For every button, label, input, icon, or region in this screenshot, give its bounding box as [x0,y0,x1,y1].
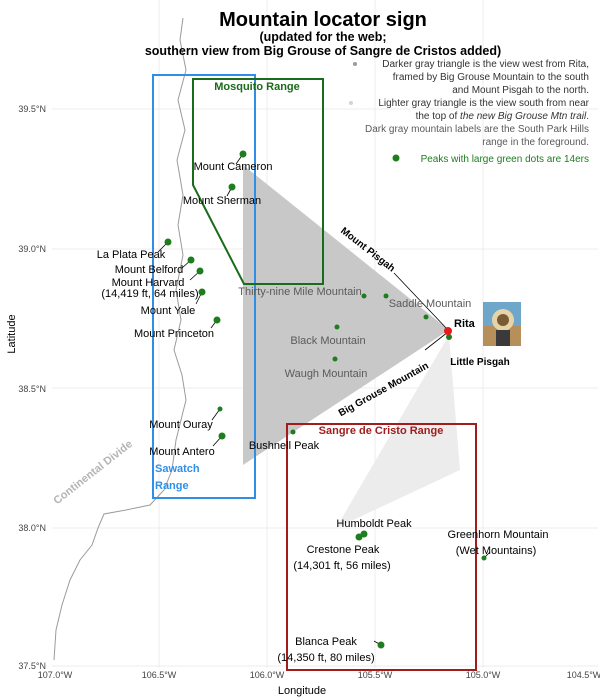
sawatch-range-label-2: Range [155,480,189,492]
blanca-peak-dot [377,641,385,649]
crestone-sub-label: (14,301 ft, 56 miles) [293,560,390,572]
harvard-sub-label: (14,419 ft, 64 miles) [101,288,198,300]
thirtynine-label: Thirty-nine Mile Mountain [238,286,362,298]
greenhorn-peak-dot [481,555,487,561]
saddle-peak-dot [383,293,389,299]
sawatch-range-label: Sawatch [155,463,200,475]
mosquito-range-label: Mosquito Range [214,81,300,93]
subtitle-line2: southern view from Big Grouse of Sangre … [145,44,501,58]
legend-light-bullet [349,101,353,105]
harvard-peak-dot [196,267,204,275]
blanca-label: Blanca Peak [295,636,357,648]
sherman-peak-dot [228,183,236,191]
sawatch-range-box [152,74,256,499]
antero-label: Mount Antero [149,446,214,458]
legend-light-end: . [586,111,589,122]
y-axis-ticks: 37.5°N 38.0°N 38.5°N 39.0°N 39.5°N [18,104,46,671]
park-labels: Thirty-nine Mile Mountain Saddle Mountai… [238,286,471,380]
humboldt-label: Humboldt Peak [336,518,412,530]
saddle2-peak-dot [423,314,429,320]
legend-park-line1: Dark gray mountain labels are the South … [365,124,589,135]
x-axis-title: Longitude [278,685,326,697]
page-title: Mountain locator sign [219,9,427,31]
x-tick-1: 106.5°W [142,670,177,680]
bushnell-peak-dot [290,429,296,435]
small-peaks [217,293,487,561]
light-view-triangle [336,335,460,528]
y-axis-title: Latitude [6,314,18,353]
y-tick-1: 38.0°N [18,523,46,533]
ouray-label: Mount Ouray [149,419,213,431]
x-tick-5: 104.5°W [567,670,600,680]
x-tick-3: 105.5°W [358,670,393,680]
y-tick-4: 39.5°N [18,104,46,114]
sangre-range-label: Sangre de Cristo Range [319,425,444,437]
dark-view-triangle [243,165,449,465]
legend-green-text: Peaks with large green dots are 14ers [421,154,589,165]
crestone-label: Crestone Peak [307,544,380,556]
blanca-sub-label: (14,350 ft, 80 miles) [277,652,374,664]
thirtynine-peak-dot [361,293,367,299]
fourteener-peaks [164,150,452,649]
princeton-label: Mount Princeton [134,328,214,340]
antero-peak-dot [218,432,226,440]
legend-dark-line1: Darker gray triangle is the view west fr… [382,59,589,70]
laplata-label: La Plata Peak [97,249,166,261]
x-axis-ticks: 107.0°W 106.5°W 106.0°W 105.5°W 105.0°W … [38,670,600,680]
peak-labels: Mount Cameron Mount Sherman La Plata Pea… [97,161,549,664]
bushnell-label: Bushnell Peak [249,440,320,452]
little-pisgah-dot [446,334,452,340]
legend-dark-line2: framed by Big Grouse Mountain to the sou… [393,72,589,83]
belford-label: Mount Belford [115,264,183,276]
legend-dark-bullet [353,62,357,66]
princeton-peak-dot [213,316,221,324]
greenhorn-sub-label: (Wet Mountains) [456,545,537,557]
x-tick-2: 106.0°W [250,670,285,680]
belford-peak-dot [187,256,195,264]
waugh-label: Waugh Mountain [285,368,368,380]
legend-green-dot [392,154,400,162]
legend-dark-line3: and Mount Pisgah to the north. [452,85,589,96]
subtitle-line1: (updated for the web; [259,30,386,44]
x-tick-0: 107.0°W [38,670,73,680]
legend-light-italic: the new Big Grouse Mtn trail [460,111,587,122]
y-tick-0: 37.5°N [18,661,46,671]
harvard-label: Mount Harvard [112,277,185,289]
black-label: Black Mountain [290,335,365,347]
mosquito-range-box [192,78,324,285]
waugh-peak-dot [332,356,338,362]
yale-peak-dot [198,288,206,296]
rita-photo-icon [483,302,521,346]
legend-park-line2: range in the foreground. [482,137,589,148]
legend-light-line1: Lighter gray triangle is the view south … [378,98,589,109]
legend: Darker gray triangle is the view west fr… [349,59,590,165]
sangre-range-box [286,423,477,671]
cameron-label: Mount Cameron [194,161,273,173]
little-pisgah-label: Little Pisgah [450,357,509,368]
rita-label: Rita [454,318,476,330]
black-peak-dot [334,324,340,330]
legend-light-line2: the top of the new Big Grouse Mtn trail. [416,111,589,122]
rita-marker [444,327,452,335]
laplata-peak-dot [164,238,172,246]
crestone-peak-dot [355,533,363,541]
saddle-label: Saddle Mountain [389,298,472,310]
yale-label: Mount Yale [141,305,196,317]
y-tick-2: 38.5°N [18,384,46,394]
greenhorn-label: Greenhorn Mountain [448,529,549,541]
sherman-label: Mount Sherman [183,195,261,207]
continental-divide-line [53,17,187,661]
y-tick-3: 39.0°N [18,244,46,254]
cameron-peak-dot [239,150,247,158]
x-tick-4: 105.0°W [466,670,501,680]
legend-light-line2-start: the top of [416,111,460,122]
ouray-peak-dot [217,406,223,412]
